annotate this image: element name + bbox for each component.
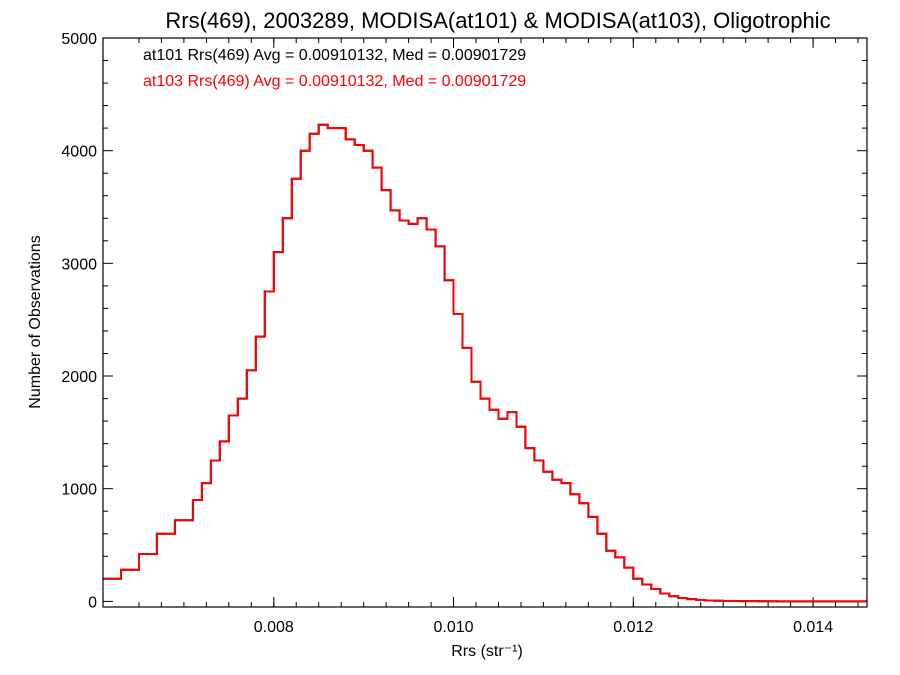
tick-labels: 0.008 0.010 0.012 0.014 0 1000 2000 3000 4000 500… (61, 31, 833, 636)
x-tick-label: 0.010 (433, 619, 473, 636)
y-tick-label: 2000 (61, 369, 97, 386)
y-axis-label: Number of Observations (27, 235, 44, 408)
axis-ticks (103, 37, 867, 607)
y-tick-label: 5000 (61, 31, 97, 48)
y-tick-label: 3000 (61, 256, 97, 273)
y-tick-label: 4000 (61, 144, 97, 161)
y-tick-label: 1000 (61, 482, 97, 499)
chart-title: Rrs(469), 2003289, MODISA(at101) & MODIS… (165, 8, 830, 33)
annotation-line: at103 Rrs(469) Avg = 0.00910132, Med = 0… (143, 73, 526, 90)
y-tick-label: 0 (88, 594, 97, 611)
plot-frame (102, 37, 868, 608)
series-line-at103 (103, 123, 867, 603)
x-tick-label: 0.014 (793, 619, 833, 636)
x-axis-label: Rrs (str⁻¹) (451, 643, 523, 660)
annotations: at101 Rrs(469) Avg = 0.00910132, Med = 0… (143, 47, 526, 90)
annotation-line: at101 Rrs(469) Avg = 0.00910132, Med = 0… (143, 47, 526, 64)
series-group (103, 123, 867, 603)
x-tick-label: 0.012 (613, 619, 653, 636)
x-tick-label: 0.008 (254, 619, 294, 636)
